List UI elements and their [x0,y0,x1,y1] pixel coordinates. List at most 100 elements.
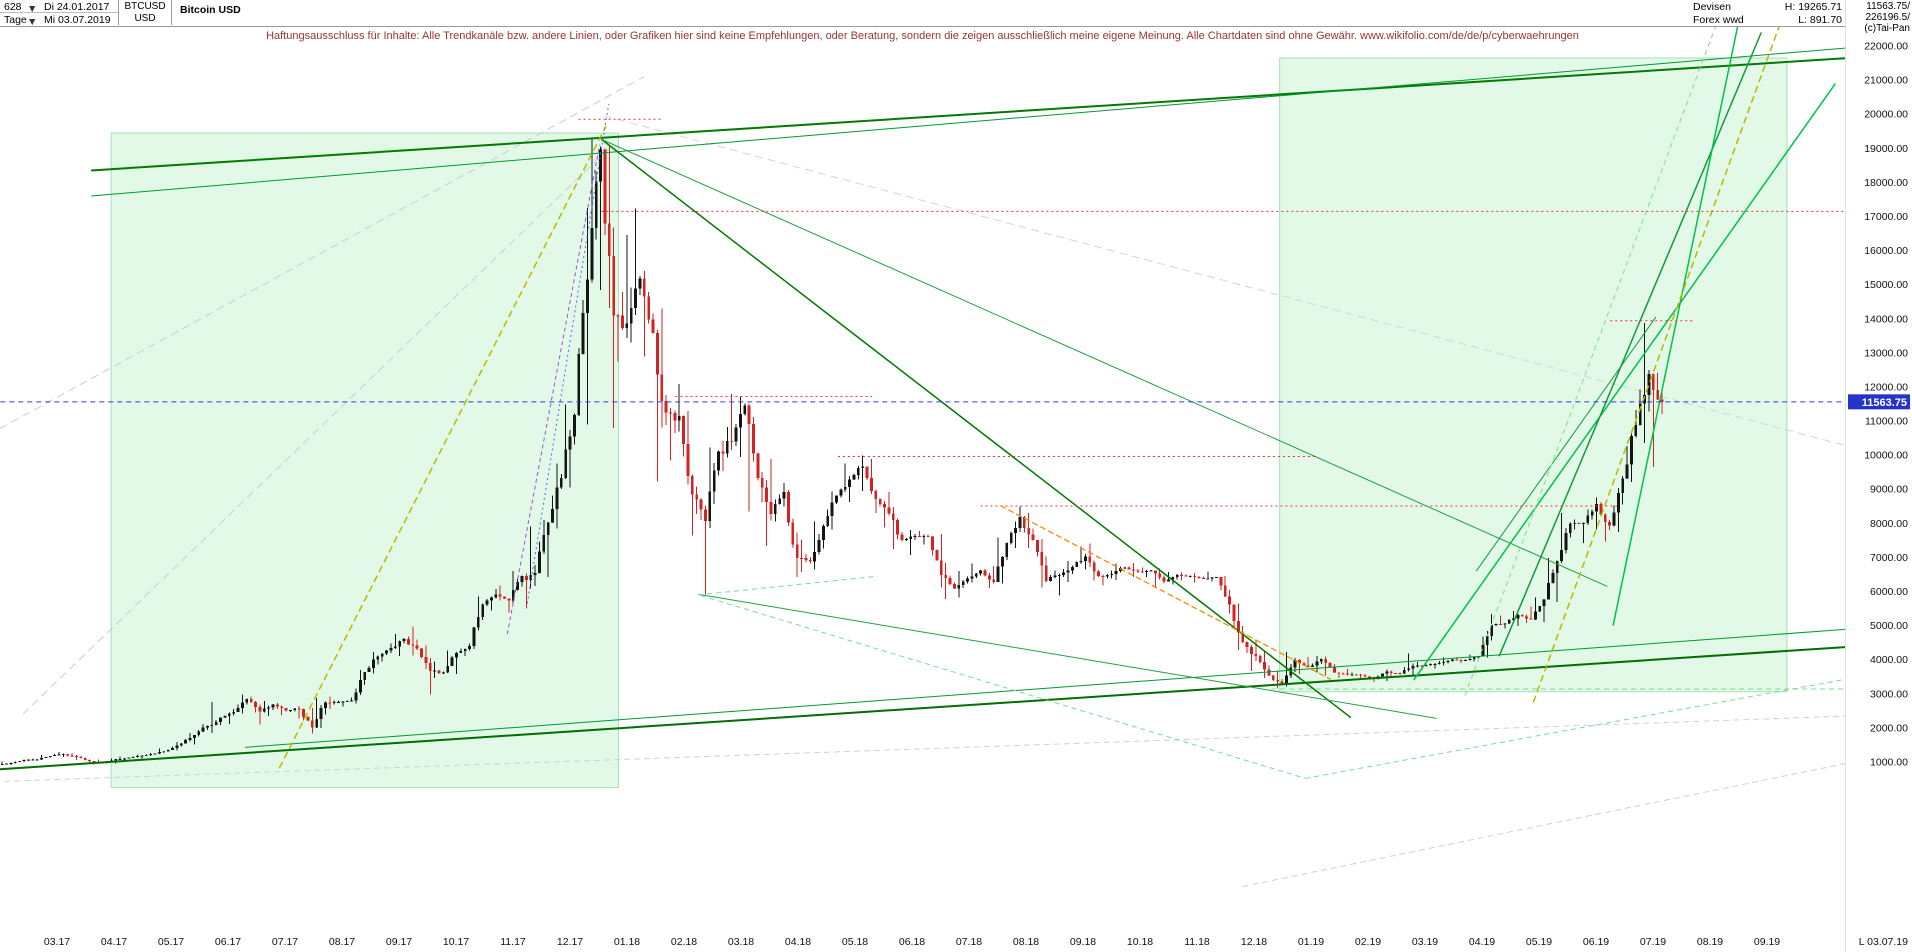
candle-body [297,708,301,710]
candle-body [1603,514,1607,523]
candle-body [1306,665,1310,668]
candle-body [1359,674,1363,676]
candle-body [83,757,87,760]
candle-body [1180,574,1183,576]
candle-body [721,451,725,454]
candle-body [1433,664,1437,666]
candle-body [1171,577,1175,580]
highlight-zone-2017 [110,132,619,789]
candle-body [616,315,620,317]
candle-body [1520,615,1524,617]
candle-body [1258,655,1262,663]
candle-body [1084,556,1087,561]
candle-body [153,753,157,755]
price-axis-label: 10000.00 [1864,450,1908,462]
candle-body [1455,659,1459,661]
candle-body [856,467,860,476]
candle-body [621,315,624,328]
candle-body [468,646,471,649]
candle-body [1049,577,1052,581]
candle-body [1367,676,1371,678]
candle-body [26,759,30,761]
time-axis-label: 08.19 [1697,936,1723,948]
timeframe-select[interactable]: Tage [4,14,27,26]
price-axis-label: 19000.00 [1864,143,1908,155]
candle-body [1634,425,1638,436]
candle-body [114,759,118,761]
candle-body [1394,672,1398,674]
candle-body [1132,569,1135,571]
candle-body [690,475,694,495]
candle-body [1057,574,1061,576]
candle-body [1564,533,1568,551]
candle-body [1140,571,1144,573]
candle-body [896,520,900,535]
candle-body [808,560,812,562]
candle-body [1350,674,1354,676]
candle-body [577,353,581,415]
candle-body [542,535,546,552]
candle-body [70,755,74,757]
time-axis-label: 03.18 [728,936,754,948]
price-axis-label: 14000.00 [1864,313,1908,325]
candle-body [1145,570,1149,572]
fan-down-lightgreen [700,595,1306,779]
candle-body [983,570,987,576]
candle-body [472,627,476,647]
candle-body [1293,660,1297,668]
highlight-zone-2019 [1279,57,1788,693]
price-axis-label: 7000.00 [1870,552,1908,564]
time-axis-label: 07.18 [956,936,982,948]
candle-body [939,560,943,576]
candle-body [1630,435,1633,465]
old-channel-grey-2 [22,144,614,715]
candle-body [485,600,489,605]
candle-body [1582,522,1585,524]
bars-count-select[interactable]: 628 [4,1,22,13]
candle-body [852,475,856,480]
candle-body [175,745,179,748]
candle-body [1158,573,1162,578]
timeframe-dropdown-icon[interactable]: ▼ [27,16,38,28]
candle-body [1490,624,1494,636]
bars-count-dropdown-icon[interactable]: ▼ [27,3,38,15]
candle-body [773,504,777,515]
candle-body [848,479,851,488]
candle-body [398,640,402,647]
candle-body [795,544,799,559]
candle-body [1328,663,1332,668]
candle-body [385,650,388,654]
long-term-support-secondary [245,628,1845,748]
parabolic-2017-purple [506,144,601,635]
background-trendlines-layer [0,76,1845,887]
candle-body [503,596,506,599]
candle-body [1092,562,1096,572]
candle-body [708,491,712,521]
rally-2019-steepest [1612,27,1739,626]
candle-body [380,653,384,657]
symbol-label: BTCUSD [124,1,166,12]
rally-2019-channel-upper [1475,316,1657,572]
plot-area[interactable] [0,0,1850,887]
candle-body [1027,527,1031,535]
series-low-label: L: 891.70 [1798,14,1842,26]
candle-body [192,735,196,739]
candle-body [284,708,288,711]
long-term-resistance-upper [91,57,1845,172]
candle-body [210,724,214,726]
start-date-label: Di 24.01.2017 [44,1,110,13]
candle-body [389,648,393,651]
candle-body [53,755,56,757]
candle-body [350,700,354,702]
candle-body [704,509,707,521]
candle-body [1097,571,1100,577]
candle-body [1590,511,1594,516]
candle-body [717,451,720,471]
price-axis-label: 4000.00 [1870,654,1908,666]
candle-body [1319,659,1323,662]
candle-body [1149,570,1153,572]
candle-body [1608,522,1612,526]
steep-2019-lightgreen [1464,27,1716,696]
candle-body [1389,671,1393,673]
